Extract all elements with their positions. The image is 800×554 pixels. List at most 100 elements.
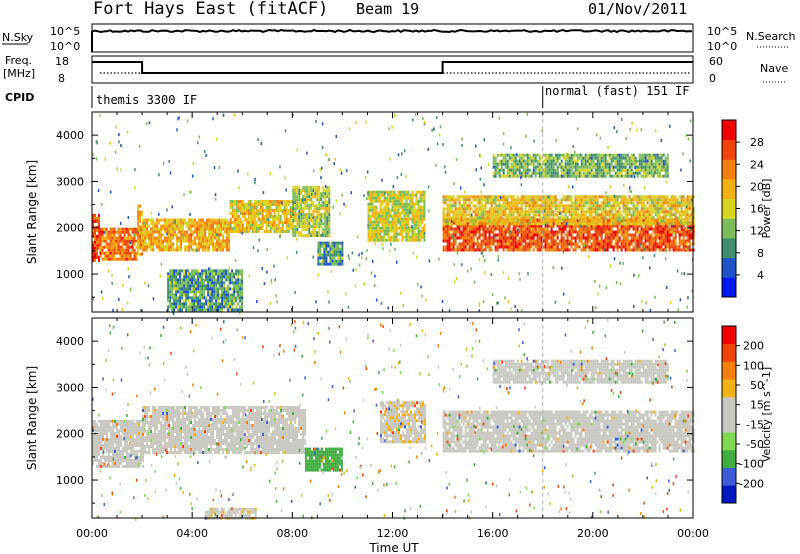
data-cell bbox=[586, 165, 589, 169]
data-cell bbox=[542, 230, 545, 234]
data-cell bbox=[423, 223, 426, 227]
data-cell bbox=[133, 236, 136, 240]
data-cell bbox=[389, 238, 392, 242]
data-cell bbox=[602, 216, 605, 220]
data-cell bbox=[500, 230, 503, 234]
data-cell bbox=[411, 193, 414, 197]
data-cell bbox=[131, 236, 134, 240]
data-cell bbox=[530, 216, 533, 220]
data-cell bbox=[566, 239, 569, 243]
data-cell bbox=[524, 222, 527, 226]
data-cell bbox=[324, 225, 327, 229]
data-cell bbox=[590, 219, 593, 223]
data-cell bbox=[624, 230, 627, 234]
data-cell bbox=[510, 207, 513, 211]
data-cell bbox=[419, 223, 422, 227]
data-cell bbox=[506, 174, 509, 178]
data-cell bbox=[596, 245, 599, 249]
data-cell bbox=[226, 227, 229, 231]
data-cell bbox=[644, 230, 647, 234]
data-cell bbox=[598, 162, 601, 166]
data-cell bbox=[536, 204, 539, 208]
data-cell bbox=[622, 210, 625, 214]
data-cell bbox=[636, 207, 639, 211]
data-cell bbox=[540, 204, 543, 208]
data-cell bbox=[490, 242, 493, 246]
data-cell bbox=[474, 210, 477, 214]
data-cell bbox=[187, 299, 190, 303]
data-cell bbox=[298, 201, 301, 205]
data-cell bbox=[558, 156, 561, 160]
data-cell bbox=[512, 195, 515, 199]
data-cell bbox=[512, 233, 515, 237]
data-cell bbox=[170, 233, 173, 237]
data-cell bbox=[544, 204, 547, 208]
data-cell bbox=[624, 216, 627, 220]
data-cell bbox=[235, 209, 238, 212]
data-cell bbox=[185, 302, 188, 306]
data-cell bbox=[415, 196, 418, 200]
data-cell bbox=[265, 224, 268, 227]
data-cell bbox=[626, 171, 629, 175]
data-cell bbox=[308, 213, 311, 217]
data-cell bbox=[602, 168, 605, 172]
data-cell bbox=[492, 207, 495, 211]
data-cell bbox=[190, 233, 193, 237]
data-cell bbox=[614, 242, 617, 246]
data-cell bbox=[158, 248, 161, 252]
data-cell bbox=[518, 174, 521, 178]
data-cell bbox=[560, 153, 563, 157]
data-cell bbox=[137, 225, 140, 229]
data-cell bbox=[249, 209, 252, 212]
data-cell bbox=[446, 222, 449, 226]
data-cell bbox=[610, 204, 613, 208]
data-cell bbox=[245, 218, 248, 221]
data-cell bbox=[109, 242, 112, 246]
data-cell bbox=[654, 153, 657, 157]
data-cell bbox=[574, 201, 577, 205]
data-cell bbox=[208, 227, 211, 231]
data-cell bbox=[634, 222, 637, 226]
data-cell bbox=[546, 213, 549, 217]
data-cell bbox=[448, 236, 451, 240]
data-cell bbox=[409, 226, 412, 230]
data-cell bbox=[172, 233, 175, 237]
data-cell bbox=[458, 233, 461, 237]
data-cell bbox=[458, 242, 461, 246]
data-cell bbox=[196, 242, 199, 246]
data-cell bbox=[612, 219, 615, 223]
data-cell bbox=[664, 201, 667, 205]
data-cell bbox=[518, 201, 521, 205]
data-cell bbox=[119, 245, 122, 249]
data-cell bbox=[249, 224, 252, 227]
data-cell bbox=[626, 213, 629, 217]
data-cell bbox=[580, 242, 583, 246]
data-cell bbox=[319, 247, 322, 251]
data-cell bbox=[606, 210, 609, 214]
data-cell bbox=[476, 242, 479, 246]
data-cell bbox=[538, 210, 541, 214]
data-cell bbox=[632, 207, 635, 211]
data-cell bbox=[273, 209, 276, 212]
data-cell bbox=[399, 202, 402, 206]
data-cell bbox=[133, 257, 136, 261]
data-cell bbox=[488, 245, 491, 249]
data-cell bbox=[222, 248, 225, 252]
data-cell bbox=[395, 217, 398, 221]
data-cell bbox=[672, 248, 675, 252]
data-cell bbox=[488, 198, 491, 202]
data-cell bbox=[296, 213, 299, 217]
data-cell bbox=[534, 222, 537, 226]
data-cell bbox=[550, 213, 553, 217]
data-cell bbox=[220, 248, 223, 252]
data-cell bbox=[160, 245, 163, 249]
data-cell bbox=[177, 281, 180, 285]
data-cell bbox=[506, 165, 509, 169]
data-cell bbox=[558, 242, 561, 246]
data-cell bbox=[375, 193, 378, 197]
data-cell bbox=[650, 236, 653, 240]
data-cell bbox=[692, 236, 695, 240]
data-cell bbox=[660, 219, 663, 223]
data-cell bbox=[570, 207, 573, 211]
data-cell bbox=[658, 213, 661, 217]
